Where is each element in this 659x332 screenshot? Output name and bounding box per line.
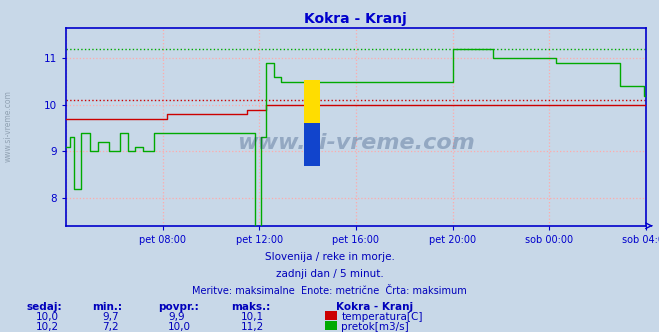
Text: povpr.:: povpr.: bbox=[158, 302, 199, 312]
Text: 10,0: 10,0 bbox=[36, 312, 59, 322]
Text: 10,1: 10,1 bbox=[241, 312, 264, 322]
Text: pretok[m3/s]: pretok[m3/s] bbox=[341, 322, 409, 332]
Text: 9,7: 9,7 bbox=[102, 312, 119, 322]
Text: temperatura[C]: temperatura[C] bbox=[341, 312, 423, 322]
Text: zadnji dan / 5 minut.: zadnji dan / 5 minut. bbox=[275, 269, 384, 279]
Text: 10,2: 10,2 bbox=[36, 322, 59, 332]
Text: www.si-vreme.com: www.si-vreme.com bbox=[237, 133, 474, 153]
FancyBboxPatch shape bbox=[304, 80, 320, 123]
Text: 10,0: 10,0 bbox=[168, 322, 191, 332]
Text: 9,9: 9,9 bbox=[168, 312, 185, 322]
Text: 11,2: 11,2 bbox=[241, 322, 264, 332]
Text: Kokra - Kranj: Kokra - Kranj bbox=[336, 302, 413, 312]
Text: Slovenija / reke in morje.: Slovenija / reke in morje. bbox=[264, 252, 395, 262]
FancyBboxPatch shape bbox=[304, 123, 320, 166]
Title: Kokra - Kranj: Kokra - Kranj bbox=[304, 12, 407, 26]
Text: min.:: min.: bbox=[92, 302, 123, 312]
Text: sedaj:: sedaj: bbox=[26, 302, 62, 312]
Text: maks.:: maks.: bbox=[231, 302, 270, 312]
Text: www.si-vreme.com: www.si-vreme.com bbox=[3, 90, 13, 162]
Text: Meritve: maksimalne  Enote: metrične  Črta: maksimum: Meritve: maksimalne Enote: metrične Črta… bbox=[192, 286, 467, 295]
Text: 7,2: 7,2 bbox=[102, 322, 119, 332]
